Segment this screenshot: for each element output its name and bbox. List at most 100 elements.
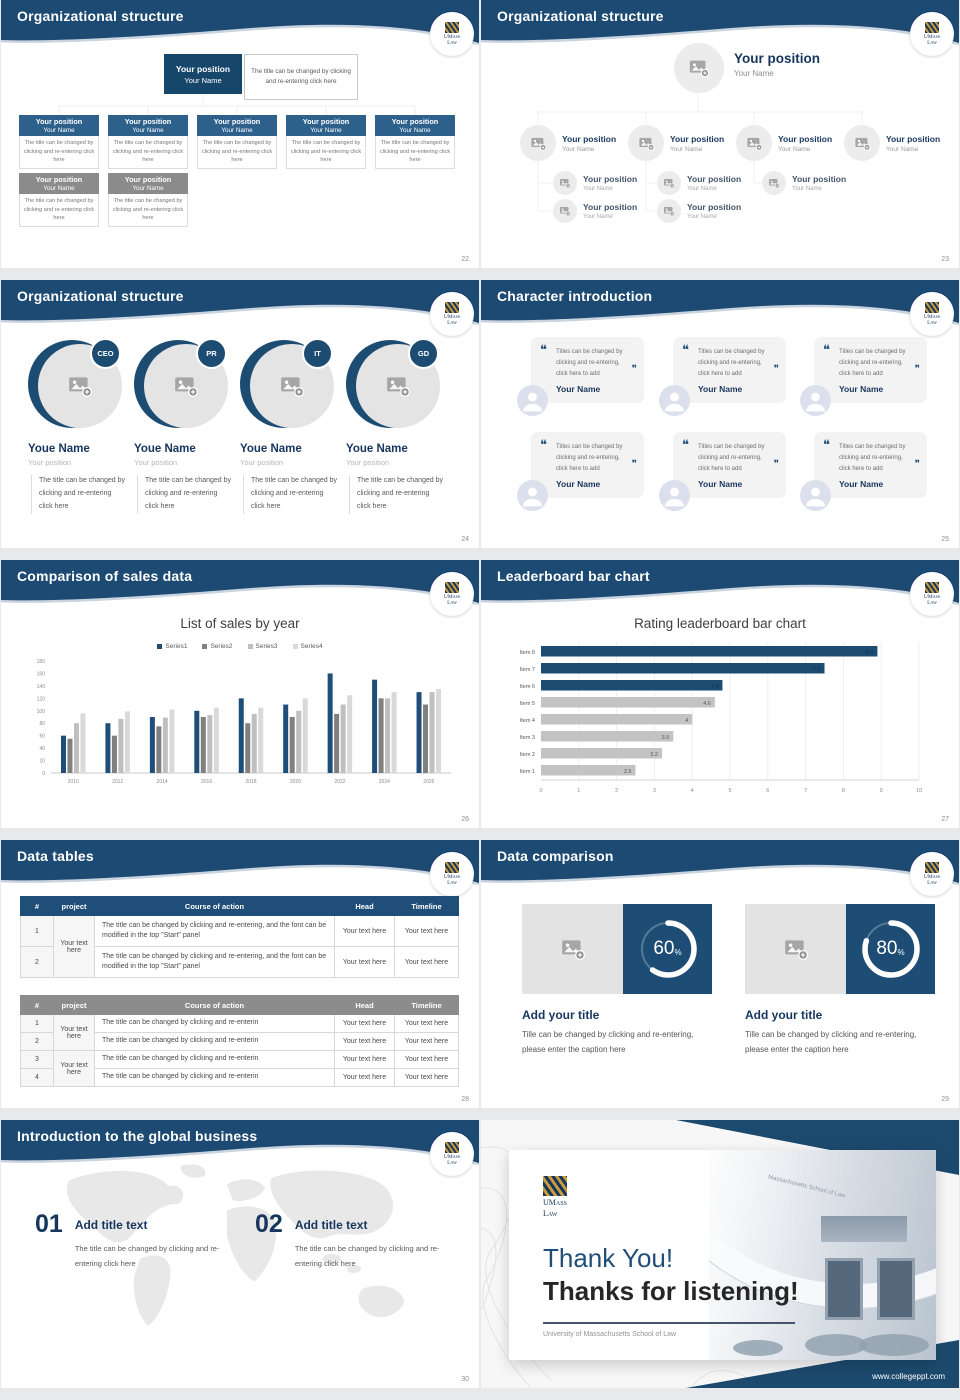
svg-text:Item 3: Item 3 (520, 735, 535, 741)
org-box-header: Your position Your Name (197, 115, 277, 136)
building-door (877, 1258, 915, 1320)
org-children-row-1: Your position Your Name The title can be… (19, 115, 455, 169)
character-card: IT Youe Name Your position The title can… (240, 338, 346, 514)
svg-text:20: 20 (39, 759, 45, 765)
cell-head: Your text here (334, 1068, 395, 1087)
slide-title: Organizational structure (17, 8, 184, 24)
svg-text:Item 5: Item 5 (520, 701, 535, 707)
svg-text:3: 3 (653, 788, 656, 794)
cell-timeline: Your text here (394, 1068, 459, 1087)
percent-sign: % (897, 948, 905, 957)
org-chart-box: Your position Your Name The title can be… (19, 115, 99, 169)
logo-text-umass: UMass (443, 33, 461, 40)
org-box-header: Your position Your Name (108, 115, 188, 136)
org-box-note: The title can be changed by clicking and… (197, 136, 277, 169)
slide-header: Data comparison UMass Law (481, 840, 959, 896)
close-quote-icon: ❞ (631, 364, 637, 375)
page-number: 26 (461, 816, 469, 823)
org-box-note: The title can be changed by clicking and… (108, 136, 188, 169)
name-label: Your Name (583, 186, 613, 192)
table-header-row: # project Course of action Head Timeline (20, 896, 459, 916)
slide-title: Introduction to the global business (17, 1128, 258, 1144)
org-node: Your position Your Name (844, 125, 940, 161)
umass-logo-mark-icon (445, 581, 459, 593)
data-table-navy: # project Course of action Head Timeline… (20, 896, 459, 978)
slide-title: Data comparison (497, 848, 614, 864)
slide-title: Organizational structure (17, 288, 184, 304)
cell-timeline: Your text here (394, 915, 459, 947)
photo-placeholder (674, 43, 724, 93)
header-wave (1, 840, 479, 886)
col-header: # (20, 995, 54, 1015)
cell-head: Your text here (334, 915, 395, 947)
slide-header: Organizational structure UMass Law (1, 280, 479, 336)
cell-head: Your text here (334, 1032, 395, 1051)
umass-logo-mark-icon (445, 1141, 459, 1153)
org-box-note: The title can be changed by clicking and… (108, 194, 188, 227)
donut-progress-ring (861, 920, 920, 978)
table-row: 1 Your text here The title can be change… (20, 915, 459, 978)
character-card: PR Youe Name Your position The title can… (134, 338, 240, 514)
slide-27: Leaderboard bar chart UMass Law Rating l… (481, 560, 959, 828)
position-label: Your position (886, 133, 941, 144)
position-label: Your position (35, 175, 83, 184)
header-wave (481, 280, 959, 326)
org-box-note: The title can be changed by clicking and… (19, 136, 99, 169)
name-label: Your Name (778, 145, 811, 153)
cell-num: 1 (20, 1014, 54, 1033)
slide-26: Comparison of sales data UMass Law List … (1, 560, 479, 828)
cell-course: The title can be changed by clicking and… (94, 915, 335, 947)
svg-text:80: 80 (39, 721, 45, 727)
quote-text: Titles can be changed by clicking and re… (556, 349, 623, 378)
image-placeholder-box (745, 904, 846, 994)
org-node-text: Your position Your Name (886, 134, 940, 153)
photo-placeholder (553, 171, 577, 195)
name-label: Your Name (132, 185, 164, 192)
cell-head: Your text here (334, 1014, 395, 1033)
photo-placeholder (844, 125, 880, 161)
umass-law-logo: UMass Law (910, 852, 954, 896)
umass-law-logo: UMass Law (430, 572, 474, 616)
cell-timeline: Your text here (394, 946, 459, 978)
donut-progress-ring (638, 920, 697, 978)
person-icon (800, 385, 831, 416)
role-badge: CEO (90, 338, 121, 369)
chart-legend: Series1 Series2 Series3 Series4 (1, 643, 479, 650)
chart-title: List of sales by year (180, 616, 300, 631)
item-note: The title can be changed by clicking and… (294, 1244, 440, 1269)
org-box-header: Your position Your Name (19, 115, 99, 136)
legend-item: Series3 (247, 643, 278, 650)
header-wave (481, 0, 959, 46)
svg-text:160: 160 (37, 671, 46, 677)
world-map-background (66, 1164, 405, 1326)
position-label: Your position (35, 117, 83, 126)
org-subnode: Your position Your Name (657, 171, 741, 195)
col-header: Head (334, 995, 395, 1015)
table-row: 1 Your text here The title can be change… (20, 1014, 459, 1051)
umass-logo-mark-icon (445, 301, 459, 313)
role-badge: PR (196, 338, 227, 369)
cell-course: The title can be changed by clicking and… (94, 946, 335, 978)
svg-text:Item 1: Item 1 (520, 769, 535, 775)
legend-item: Series1 (157, 643, 187, 650)
svg-text:2016: 2016 (201, 779, 212, 785)
name-label: Your Name (698, 384, 743, 394)
name-label: Your Name (399, 127, 431, 134)
col-header: Timeline (394, 995, 459, 1015)
description-text: The title can be changed by clicking and… (137, 475, 231, 514)
description-text: The title can be changed by clicking and… (31, 475, 125, 514)
quote-text: Titles can be changed by clicking and re… (556, 444, 623, 473)
cell-num: 4 (20, 1068, 54, 1087)
org-node-text: Your position Your Name (778, 134, 832, 153)
org-box-header: Your position Your Name (375, 115, 455, 136)
logo-text-umass: UMass (443, 593, 461, 600)
name-label: Your Name (792, 186, 822, 192)
slide-title: Data tables (17, 848, 94, 864)
image-placeholder-icon (689, 60, 710, 78)
thank-you-card: Massachusetts School of Law UMass Law Th… (509, 1150, 936, 1360)
header-wave (1, 0, 479, 46)
numbered-item: 01 Add title text The title can be chang… (35, 1212, 225, 1272)
svg-text:0: 0 (539, 788, 542, 794)
header-wave (1, 560, 479, 606)
org-subnode-text: Your position Your Name (687, 174, 741, 192)
